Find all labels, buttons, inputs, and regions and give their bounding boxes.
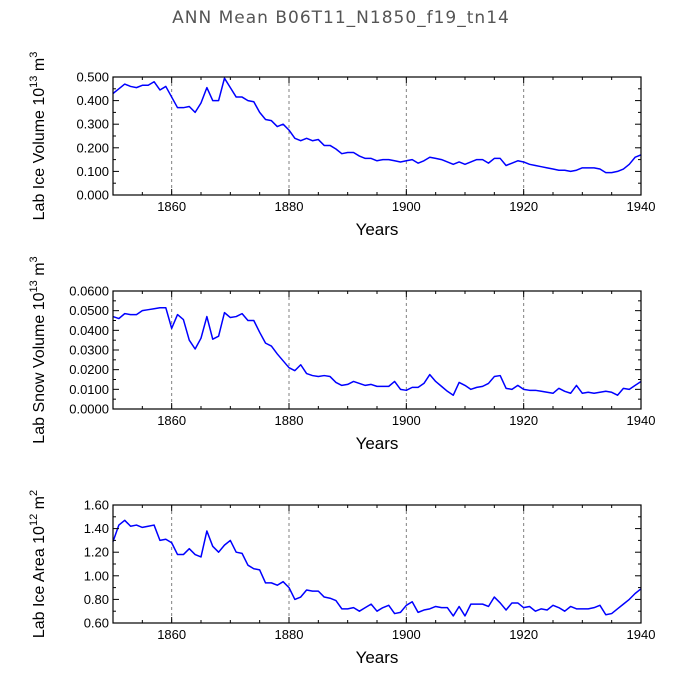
series-line [112,77,642,174]
x-axis-title: Years [356,648,399,667]
y-tick-label: 0.0300 [69,343,109,358]
x-tick-label: 1860 [157,199,186,214]
x-tick-label: 1940 [627,413,656,428]
y-tick-label: 0.0100 [69,382,109,397]
chart-panel-2: 1860 1880 1900 1920 1940 0.0000 0.0100 0.0200 0.… [28,256,655,453]
series-line [112,306,642,396]
y-tick-label: 0.60 [84,616,109,631]
x-tick-label: 1920 [509,413,538,428]
y-tick-label: 1.00 [84,568,109,583]
y-tick-label: 0.300 [76,117,109,132]
y-tick-label: 0.0600 [69,284,109,299]
x-tick-label: 1880 [275,199,304,214]
y-tick-label: 1.40 [84,521,109,536]
chart-panel-3: 1860 1880 1900 1920 1940 0.60 0.80 1.00 1.20 1.40… [28,490,655,667]
plot-frame [112,504,642,624]
y-axis-title: Lab Snow Volume 1013 m3 [28,256,48,443]
x-tick-label: 1880 [275,413,304,428]
x-tick-label: 1920 [509,627,538,642]
y-tick-label: 0.0400 [69,323,109,338]
x-tick-label: 1920 [509,199,538,214]
plot-frame [112,290,642,410]
y-axis-title: Lab Ice Area 1012 m2 [28,490,48,638]
x-axis-title: Years [356,434,399,453]
y-axis-title: Lab Ice Volume 1013 m3 [28,52,48,221]
chart-panel-1: 1860 1880 1900 1920 1940 0.000 0.100 0.200 0.300… [28,52,655,239]
y-tick-label: 0.200 [76,140,109,155]
x-tick-label: 1880 [275,627,304,642]
plot-frame [112,76,642,196]
x-tick-label: 1900 [392,199,421,214]
chart-title: ANN Mean B06T11_N1850_f19_tn14 [172,8,510,28]
y-tick-label: 1.20 [84,545,109,560]
y-tick-label: 0.80 [84,592,109,607]
y-tick-label: 0.0500 [69,303,109,318]
y-tick-label: 0.100 [76,164,109,179]
y-tick-label: 0.0000 [69,402,109,417]
y-tick-label: 0.500 [76,70,109,85]
y-tick-label: 0.000 [76,188,109,203]
x-tick-label: 1860 [157,413,186,428]
x-axis-title: Years [356,220,399,239]
x-tick-label: 1860 [157,627,186,642]
x-tick-label: 1940 [627,199,656,214]
x-tick-label: 1900 [392,627,421,642]
x-tick-label: 1940 [627,627,656,642]
x-tick-label: 1900 [392,413,421,428]
y-tick-label: 0.400 [76,93,109,108]
series-line [112,519,642,617]
y-tick-label: 1.60 [84,498,109,513]
y-tick-label: 0.0200 [69,362,109,377]
